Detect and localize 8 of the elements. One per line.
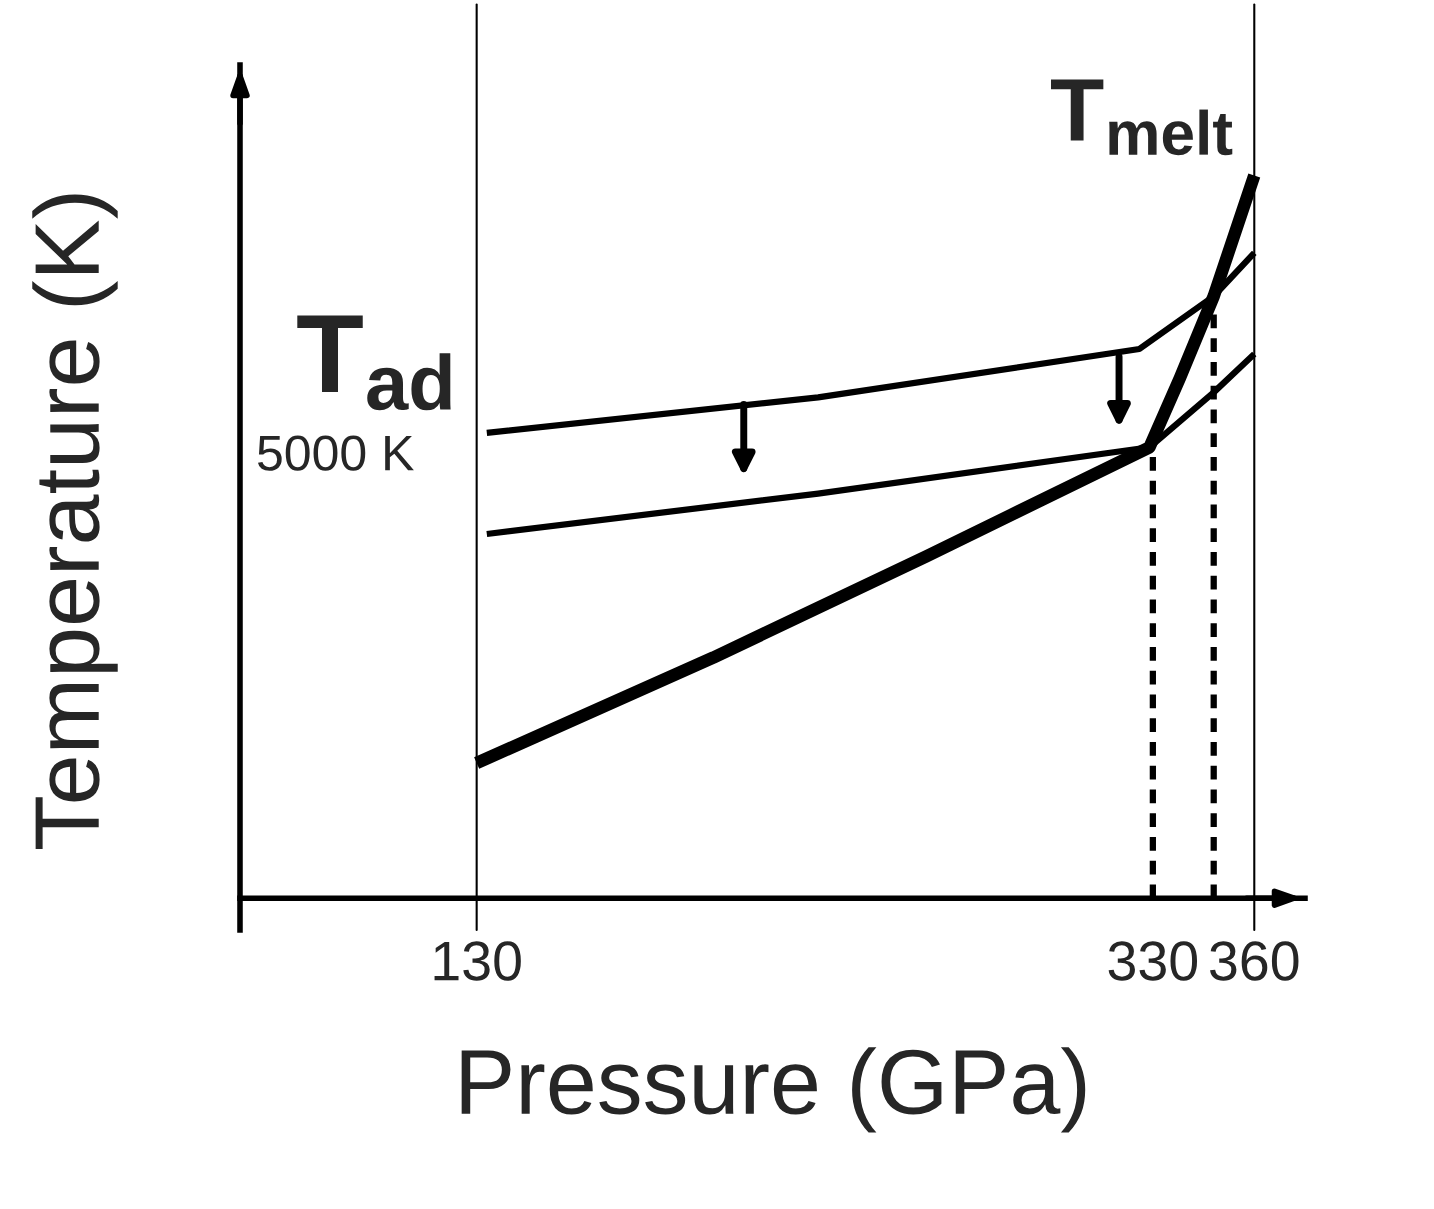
x-tick-label: 360 — [1210, 941, 1299, 981]
annotation: T$_{ad}$ — [297, 315, 451, 411]
x-tick-label: 130 — [434, 941, 521, 981]
text: T$_{melt}$ — [1051, 79, 1233, 156]
annotation: 5000 K — [257, 435, 414, 471]
y-axis-title: Temperature (K) — [32, 194, 118, 850]
x-tick-label: 330 — [1108, 941, 1198, 981]
x-axis-title: Pressure (GPa) — [461, 1047, 1086, 1133]
